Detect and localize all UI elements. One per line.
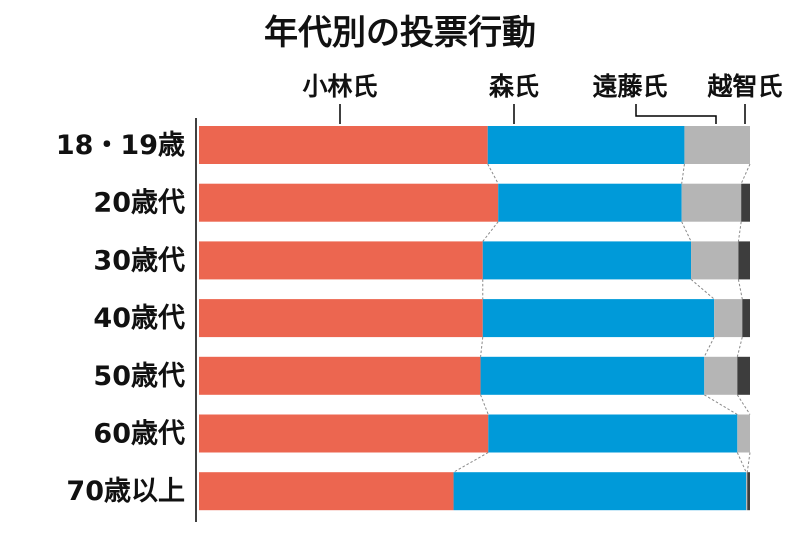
connector-line-4-3 <box>736 394 751 415</box>
bar-segment-森氏-6 <box>453 472 747 511</box>
connector-line-2-3 <box>737 279 743 300</box>
bar-segment-遠藤氏-3 <box>714 299 743 338</box>
bar-segment-森氏-2 <box>482 241 692 280</box>
bar-segment-遠藤氏-1 <box>681 183 742 222</box>
connector-line-4-1 <box>480 394 489 415</box>
bar-segment-遠藤氏-0 <box>684 126 750 164</box>
connector-line-3-3 <box>736 336 743 357</box>
legend-label-越智氏: 越智氏 <box>707 72 782 101</box>
category-label-0: 18・19歳 <box>56 130 185 161</box>
bar-segment-越智氏-6 <box>747 472 750 511</box>
bar-segment-越智氏-2 <box>738 241 750 280</box>
connector-line-1-1 <box>482 221 499 242</box>
bar-segment-越智氏-4 <box>737 356 750 395</box>
bar-segment-森氏-4 <box>480 356 705 395</box>
bar-segment-遠藤氏-4 <box>704 356 738 395</box>
category-label-5: 60歳代 <box>93 419 185 450</box>
connector-line-2-2 <box>690 279 715 300</box>
category-label-6: 70歳以上 <box>66 476 185 507</box>
category-label-3: 40歳代 <box>93 303 185 334</box>
legend: 小林氏 森氏 遠藤氏 越智氏 <box>302 72 783 124</box>
category-label-4: 50歳代 <box>93 361 185 392</box>
legend-label-森氏: 森氏 <box>489 72 539 101</box>
bar-segment-小林氏-1 <box>199 183 499 222</box>
bar-segment-森氏-1 <box>498 183 682 222</box>
connector-line-0-2 <box>681 163 685 184</box>
chart-title: 年代別の投票行動 <box>264 13 536 53</box>
bar-segment-小林氏-2 <box>199 241 483 280</box>
legend-leader-line-遠藤氏 <box>635 104 717 124</box>
bar-area <box>199 126 750 511</box>
category-label-2: 30歳代 <box>93 245 185 276</box>
bar-segment-越智氏-1 <box>741 183 750 222</box>
connector-line-0-3 <box>740 163 751 184</box>
connector-line-5-1 <box>453 452 489 473</box>
legend-label-遠藤氏: 遠藤氏 <box>592 72 667 101</box>
bar-segment-小林氏-6 <box>199 472 454 511</box>
connector-line-3-2 <box>703 336 715 358</box>
connector-line-5-3 <box>746 452 751 473</box>
connector-line-0-1 <box>487 163 499 184</box>
connector-line-5-2 <box>736 452 747 473</box>
bar-segment-小林氏-5 <box>199 414 489 453</box>
connector-line-4-2 <box>704 394 738 415</box>
connector-line-1-2 <box>681 221 692 242</box>
bar-segment-小林氏-0 <box>199 126 488 164</box>
bar-segment-遠藤氏-2 <box>691 241 739 280</box>
bar-segment-小林氏-3 <box>199 299 483 338</box>
bar-segment-遠藤氏-6 <box>746 472 748 511</box>
bar-segment-遠藤氏-5 <box>737 414 750 453</box>
bar-segment-越智氏-3 <box>742 299 750 338</box>
connector-lines <box>453 163 751 473</box>
legend-label-小林氏: 小林氏 <box>302 72 377 101</box>
connector-line-3-1 <box>480 337 484 357</box>
bar-segment-小林氏-4 <box>199 356 481 395</box>
bar-segment-森氏-3 <box>482 299 715 338</box>
bar-segment-森氏-0 <box>487 126 685 164</box>
connector-line-1-3 <box>737 221 742 242</box>
bar-segment-森氏-5 <box>488 414 738 453</box>
category-labels: 18・19歳 20歳代 30歳代 40歳代 50歳代 60歳代 70歳以上 <box>56 130 185 507</box>
category-label-1: 20歳代 <box>93 188 185 219</box>
